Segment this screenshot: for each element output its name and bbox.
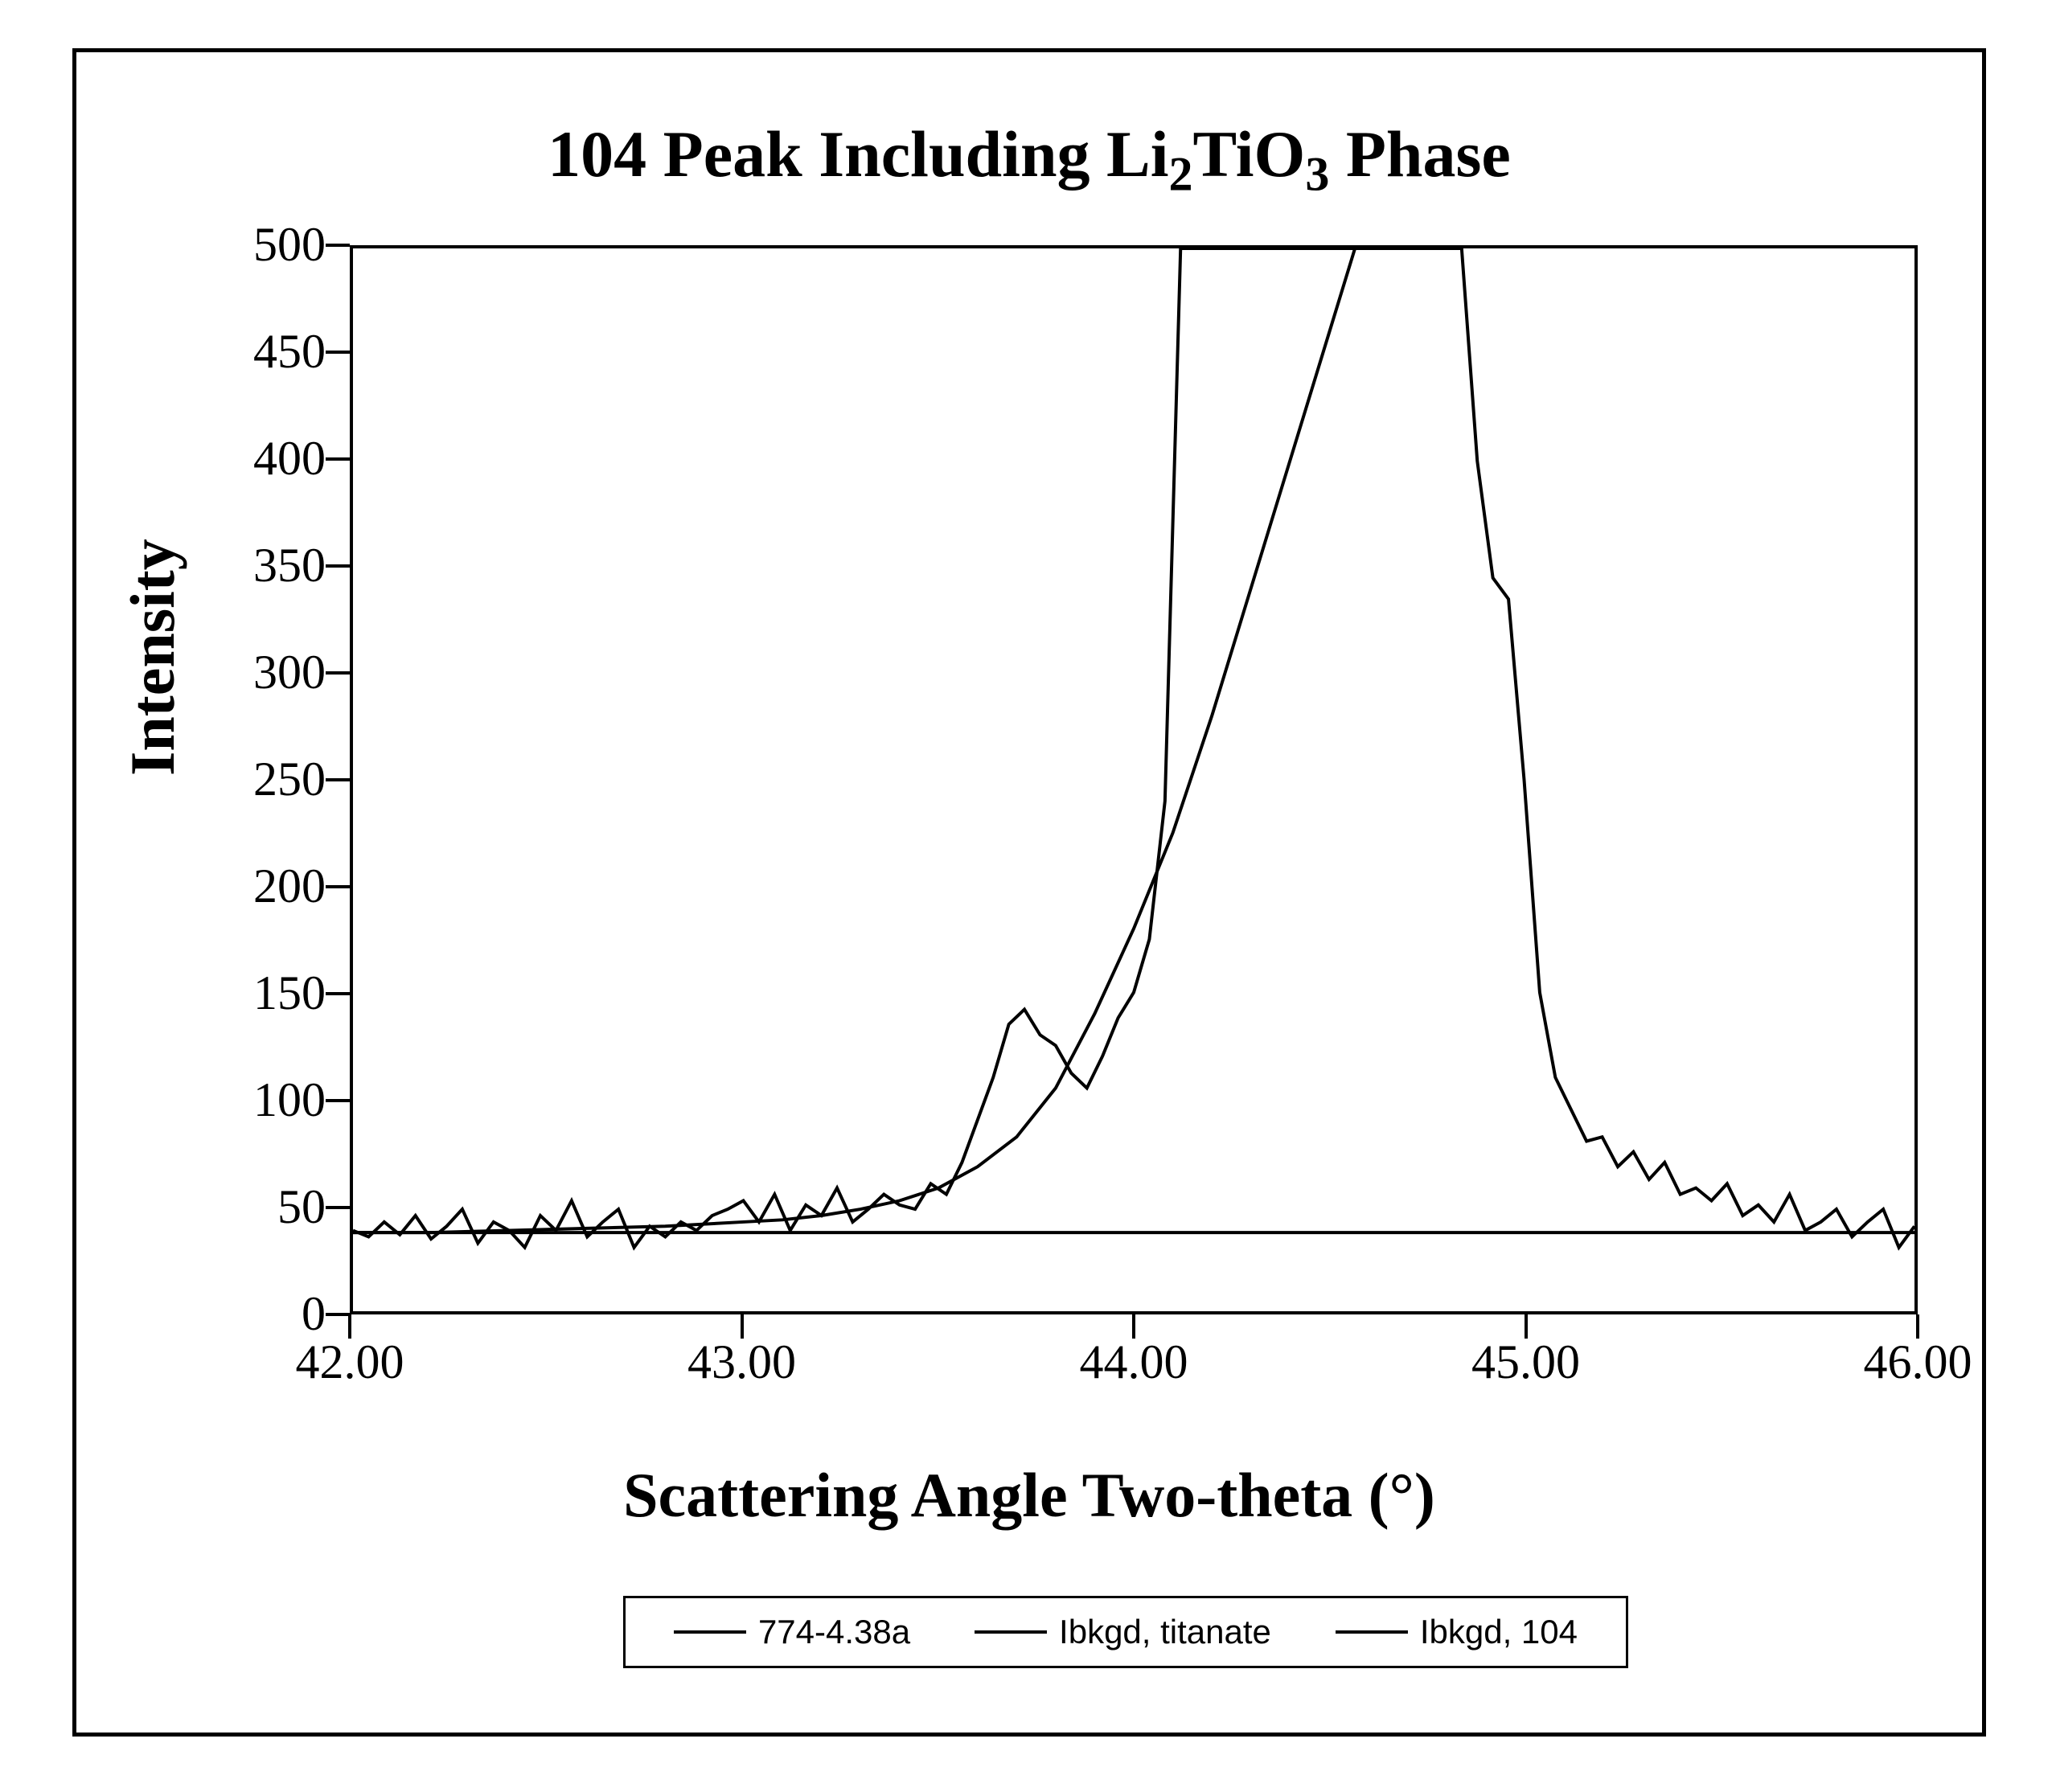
y-tick-label: 200 (165, 859, 326, 914)
x-axis-label: Scattering Angle Two-theta (°) (76, 1459, 1982, 1532)
y-tick-label: 100 (165, 1072, 326, 1128)
legend-swatch (674, 1630, 746, 1634)
legend-label: 774-4.38a (758, 1613, 910, 1651)
series-ibkgd-titanate (353, 248, 1525, 1232)
plot-area (350, 245, 1918, 1314)
legend-item: 774-4.38a (674, 1613, 910, 1651)
chart-frame: 104 Peak Including Li2TiO3 Phase Intensi… (72, 48, 1986, 1737)
chart-title: 104 Peak Including Li2TiO3 Phase (76, 117, 1982, 202)
y-tick-mark (326, 992, 350, 995)
y-tick-mark (326, 564, 350, 568)
x-tick-label: 46.00 (1837, 1335, 1998, 1390)
x-tick-mark (348, 1314, 351, 1339)
y-tick-label: 250 (165, 752, 326, 807)
legend-swatch (1336, 1630, 1408, 1634)
legend-label: Ibkgd, 104 (1420, 1613, 1578, 1651)
y-tick-label: 500 (165, 217, 326, 273)
y-tick-mark (326, 351, 350, 354)
y-tick-label: 400 (165, 431, 326, 486)
y-tick-mark (326, 457, 350, 461)
legend-item: Ibkgd, titanate (975, 1613, 1271, 1651)
x-tick-label: 42.00 (269, 1335, 430, 1390)
x-tick-mark (741, 1314, 744, 1339)
series-774-4-38a (353, 248, 1914, 1248)
legend: 774-4.38a Ibkgd, titanate Ibkgd, 104 (623, 1596, 1628, 1668)
y-tick-label: 350 (165, 538, 326, 593)
y-tick-mark (326, 244, 350, 247)
x-tick-mark (1132, 1314, 1135, 1339)
legend-swatch (975, 1630, 1047, 1634)
x-tick-label: 44.00 (1053, 1335, 1214, 1390)
y-tick-label: 50 (165, 1179, 326, 1235)
y-tick-mark (326, 1206, 350, 1209)
legend-item: Ibkgd, 104 (1336, 1613, 1578, 1651)
y-tick-label: 150 (165, 966, 326, 1021)
plot-svg (353, 248, 1914, 1311)
y-tick-mark (326, 671, 350, 675)
y-tick-label: 300 (165, 645, 326, 700)
y-tick-mark (326, 885, 350, 888)
x-tick-mark (1916, 1314, 1919, 1339)
legend-label: Ibkgd, titanate (1059, 1613, 1271, 1651)
y-tick-mark (326, 1099, 350, 1102)
x-tick-mark (1525, 1314, 1528, 1339)
y-tick-label: 0 (165, 1286, 326, 1342)
y-tick-label: 450 (165, 324, 326, 379)
x-tick-label: 45.00 (1446, 1335, 1607, 1390)
y-tick-mark (326, 778, 350, 781)
y-tick-mark (326, 1313, 350, 1316)
x-tick-label: 43.00 (662, 1335, 823, 1390)
